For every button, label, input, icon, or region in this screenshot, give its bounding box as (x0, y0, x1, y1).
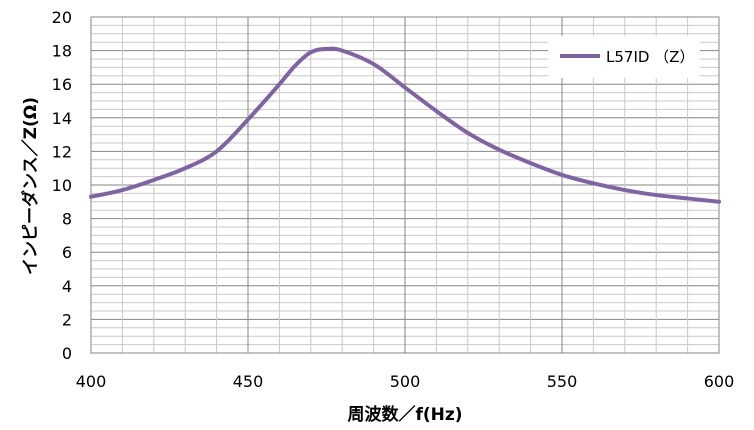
y-tick-label: 18 (52, 42, 72, 61)
y-tick-label: 0 (62, 344, 72, 363)
plot-area (90, 16, 720, 354)
y-tick-label: 6 (62, 243, 72, 262)
x-tick-label: 550 (547, 372, 578, 391)
x-tick-label: 500 (390, 372, 421, 391)
y-tick-label: 4 (62, 277, 72, 296)
y-tick-label: 10 (52, 176, 72, 195)
y-axis-ticks: 0 2 4 6 8 10 12 14 16 18 20 (52, 8, 72, 363)
x-axis-title: 周波数／f(Hz) (347, 404, 462, 425)
series-line (89, 46, 721, 204)
series-layer (89, 46, 721, 204)
y-tick-label: 8 (62, 210, 72, 229)
legend-label: L57ID （Z） (606, 48, 694, 66)
y-tick-label: 2 (62, 310, 72, 329)
x-tick-label: 600 (704, 372, 735, 391)
x-tick-label: 450 (233, 372, 264, 391)
y-tick-label: 16 (52, 75, 72, 94)
legend: L57ID （Z） (548, 36, 700, 78)
x-tick-label: 400 (76, 372, 107, 391)
x-axis-ticks: 400 450 500 550 600 (76, 372, 735, 391)
y-axis-title: インピーダンス／Z(Ω) (20, 97, 41, 275)
y-tick-label: 20 (52, 8, 72, 27)
y-tick-label: 12 (52, 142, 72, 161)
y-tick-label: 14 (52, 109, 72, 128)
